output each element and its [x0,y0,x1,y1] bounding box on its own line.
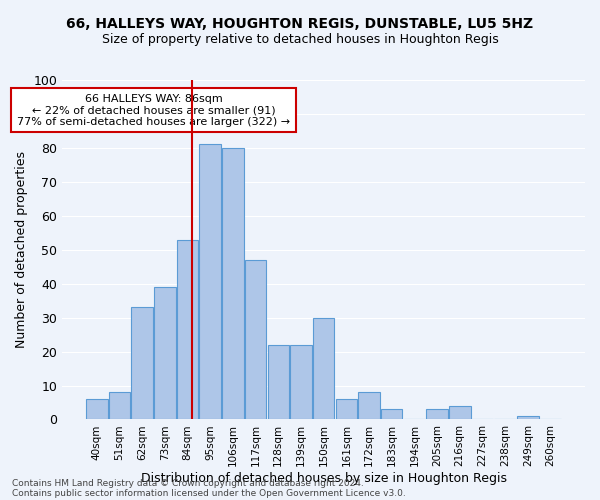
Bar [109,392,130,419]
Bar [449,406,470,419]
Bar [222,148,244,419]
Text: Contains HM Land Registry data © Crown copyright and database right 2024.: Contains HM Land Registry data © Crown c… [12,478,364,488]
X-axis label: Distribution of detached houses by size in Houghton Regis: Distribution of detached houses by size … [140,472,506,485]
Bar [313,318,334,420]
Text: Contains public sector information licensed under the Open Government Licence v3: Contains public sector information licen… [12,488,406,498]
Bar [86,399,107,419]
Bar [268,345,289,420]
Bar [381,410,403,420]
Bar [154,287,176,420]
Y-axis label: Number of detached properties: Number of detached properties [15,151,28,348]
Bar [426,410,448,420]
Bar [290,345,312,420]
Bar [517,416,539,420]
Bar [131,308,153,420]
Text: 66 HALLEYS WAY: 86sqm
← 22% of detached houses are smaller (91)
77% of semi-deta: 66 HALLEYS WAY: 86sqm ← 22% of detached … [17,94,290,127]
Bar [199,144,221,420]
Text: Size of property relative to detached houses in Houghton Regis: Size of property relative to detached ho… [101,32,499,46]
Bar [358,392,380,419]
Bar [177,240,199,420]
Text: 66, HALLEYS WAY, HOUGHTON REGIS, DUNSTABLE, LU5 5HZ: 66, HALLEYS WAY, HOUGHTON REGIS, DUNSTAB… [67,18,533,32]
Bar [335,399,357,419]
Bar [245,260,266,420]
